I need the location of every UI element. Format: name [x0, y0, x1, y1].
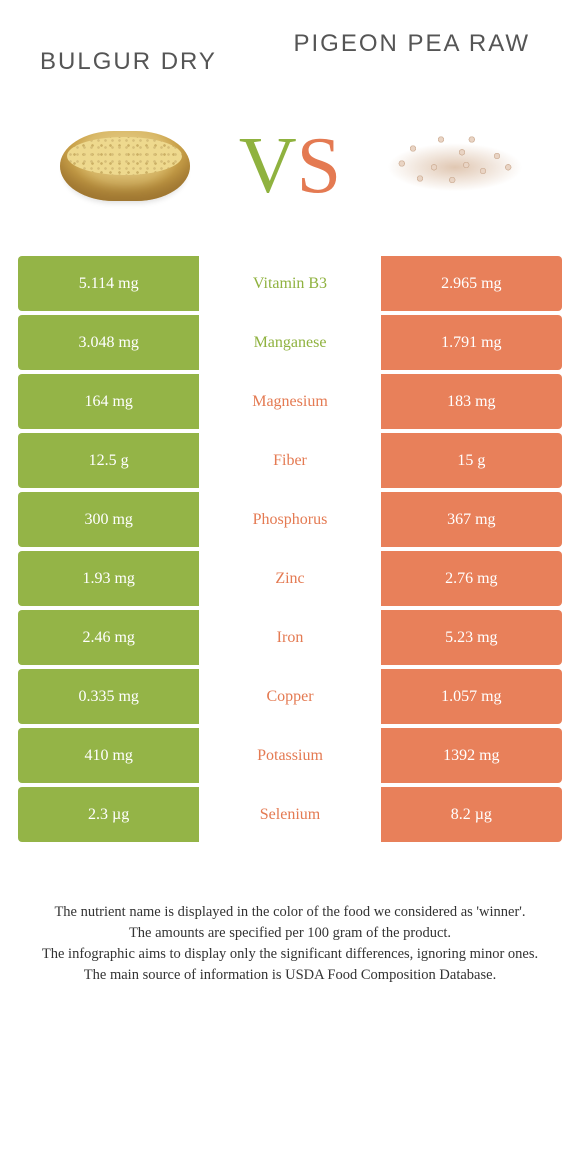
nutrient-name: Vitamin B3: [199, 256, 380, 311]
footer-line: The amounts are specified per 100 gram o…: [30, 923, 550, 944]
vs-v: V: [239, 122, 297, 210]
nutrient-name: Fiber: [199, 433, 380, 488]
value-right: 15 g: [381, 433, 562, 488]
footer-notes: The nutrient name is displayed in the co…: [30, 902, 550, 986]
vs-label: VS: [239, 121, 341, 212]
header: BULGUR DRY PIGEON PEA RAW: [0, 0, 580, 86]
table-row: 3.048 mgManganese1.791 mg: [18, 315, 562, 370]
table-row: 1.93 mgZinc2.76 mg: [18, 551, 562, 606]
value-right: 183 mg: [381, 374, 562, 429]
value-right: 5.23 mg: [381, 610, 562, 665]
value-left: 1.93 mg: [18, 551, 199, 606]
value-left: 5.114 mg: [18, 256, 199, 311]
nutrient-name: Copper: [199, 669, 380, 724]
table-row: 2.46 mgIron5.23 mg: [18, 610, 562, 665]
table-row: 300 mgPhosphorus367 mg: [18, 492, 562, 547]
nutrient-name: Phosphorus: [199, 492, 380, 547]
title-right: PIGEON PEA RAW: [285, 30, 540, 76]
value-left: 410 mg: [18, 728, 199, 783]
value-right: 1392 mg: [381, 728, 562, 783]
value-right: 2.965 mg: [381, 256, 562, 311]
comparison-table: 5.114 mgVitamin B32.965 mg3.048 mgMangan…: [18, 256, 562, 842]
nutrient-name: Iron: [199, 610, 380, 665]
value-right: 1.791 mg: [381, 315, 562, 370]
value-left: 300 mg: [18, 492, 199, 547]
footer-line: The main source of information is USDA F…: [30, 965, 550, 986]
value-left: 2.3 µg: [18, 787, 199, 842]
nutrient-name: Potassium: [199, 728, 380, 783]
footer-line: The infographic aims to display only the…: [30, 944, 550, 965]
nutrient-name: Manganese: [199, 315, 380, 370]
table-row: 164 mgMagnesium183 mg: [18, 374, 562, 429]
nutrient-name: Zinc: [199, 551, 380, 606]
hero: VS: [0, 86, 580, 256]
table-row: 410 mgPotassium1392 mg: [18, 728, 562, 783]
table-row: 5.114 mgVitamin B32.965 mg: [18, 256, 562, 311]
table-row: 12.5 gFiber15 g: [18, 433, 562, 488]
table-row: 0.335 mgCopper1.057 mg: [18, 669, 562, 724]
value-right: 367 mg: [381, 492, 562, 547]
value-left: 0.335 mg: [18, 669, 199, 724]
vs-s: S: [297, 122, 342, 210]
value-right: 1.057 mg: [381, 669, 562, 724]
value-right: 8.2 µg: [381, 787, 562, 842]
value-left: 164 mg: [18, 374, 199, 429]
nutrient-name: Selenium: [199, 787, 380, 842]
table-row: 2.3 µgSelenium8.2 µg: [18, 787, 562, 842]
nutrient-name: Magnesium: [199, 374, 380, 429]
food-image-left: [50, 106, 200, 226]
value-right: 2.76 mg: [381, 551, 562, 606]
footer-line: The nutrient name is displayed in the co…: [30, 902, 550, 923]
value-left: 3.048 mg: [18, 315, 199, 370]
value-left: 2.46 mg: [18, 610, 199, 665]
title-left: BULGUR DRY: [40, 30, 285, 76]
food-image-right: [380, 106, 530, 226]
value-left: 12.5 g: [18, 433, 199, 488]
